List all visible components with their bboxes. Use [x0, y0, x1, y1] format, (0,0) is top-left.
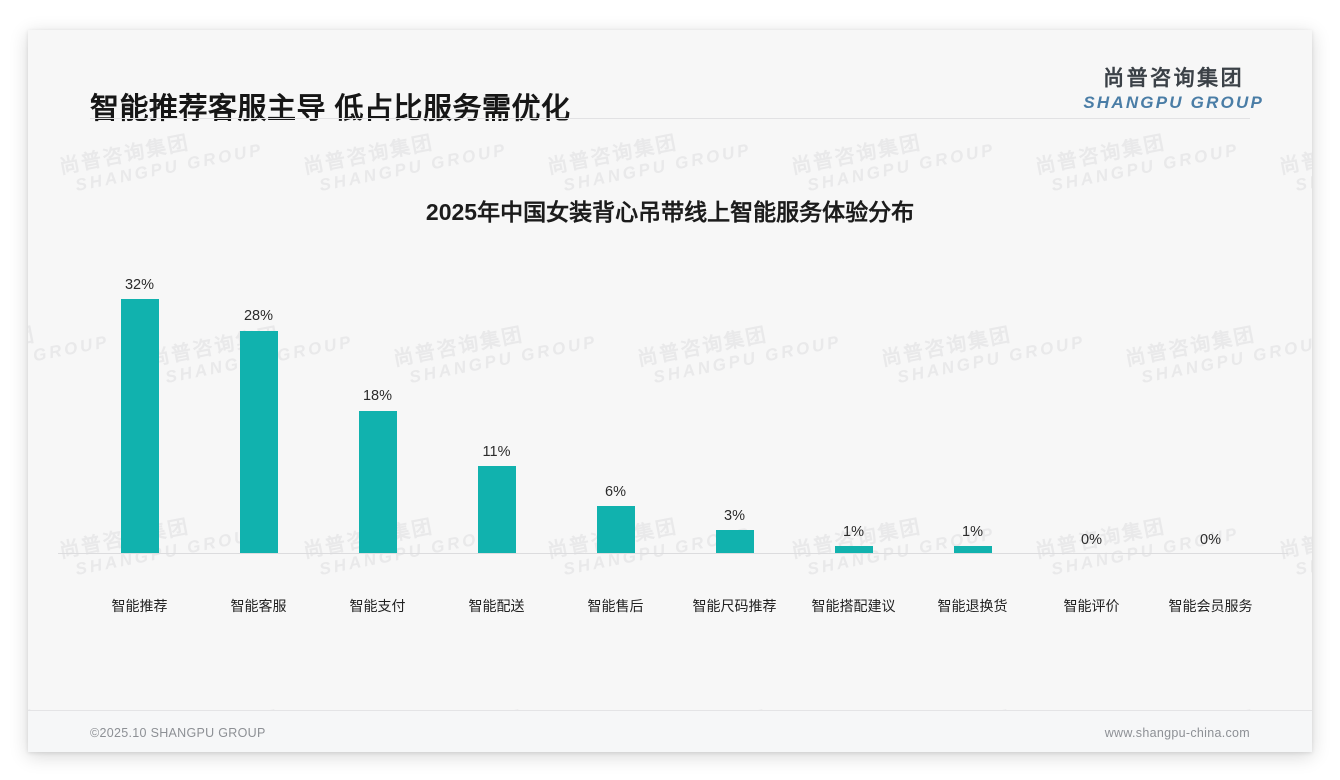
x-axis-label: 智能尺码推荐	[692, 598, 777, 614]
bar[interactable]	[596, 506, 635, 554]
watermark-chinese-text: 尚普咨询集团	[1033, 131, 1168, 179]
bar[interactable]	[715, 530, 754, 554]
watermark-chinese-text: 尚普咨询集团	[301, 131, 436, 179]
bar-group[interactable]: 6%	[556, 262, 675, 554]
watermark-chinese-text: 尚普咨询集团	[1277, 515, 1312, 563]
bar-value-label: 1%	[843, 523, 864, 540]
watermark-english-text: SHANGPU GROUP	[805, 139, 997, 195]
watermark-english-text: SHANGPU GROUP	[1293, 139, 1312, 195]
x-axis-label: 智能退换货	[937, 598, 1008, 614]
chart-title: 2025年中国女装背心吊带线上智能服务体验分布	[425, 199, 915, 225]
bar-group[interactable]: 32%	[80, 262, 199, 554]
watermark-chinese-text: 尚普咨询集团	[57, 131, 192, 179]
bar-group[interactable]: 3%	[675, 262, 794, 554]
bar[interactable]	[477, 466, 516, 554]
page-title: 智能推荐客服主导 低占比服务需优化	[90, 93, 571, 125]
x-axis-labels: 智能推荐 智能客服 智能支付 智能配送 智能售后 智能尺码推荐 智能搭配建议 智能退换货 智能评…	[80, 596, 1270, 616]
company-logo: 尚普咨询集团 SHANGPU GROUP	[1083, 66, 1264, 114]
logo-chinese-text: 尚普咨询集团	[1103, 67, 1245, 90]
bar[interactable]	[953, 546, 992, 554]
bar-group[interactable]: 18%	[318, 262, 437, 554]
watermark-chinese-text: 尚普咨询集团	[789, 131, 924, 179]
bar[interactable]	[120, 299, 159, 554]
x-axis-label: 智能配送	[468, 598, 525, 614]
slide-footer: ©2025.10 SHANGPU GROUP www.shangpu-china…	[28, 711, 1312, 752]
website-url[interactable]: www.shangpu-china.com	[1104, 726, 1250, 740]
x-axis-label: 智能客服	[230, 598, 287, 614]
watermark-english-text: SHANGPU GROUP	[1049, 139, 1241, 195]
watermark-chinese-text: 尚普咨询集团	[1277, 131, 1312, 179]
x-axis-label: 智能售后	[587, 598, 644, 614]
x-axis-label: 智能评价	[1063, 598, 1120, 614]
footer-divider	[28, 710, 1312, 711]
bar-group[interactable]: 11%	[437, 262, 556, 554]
x-axis-line	[58, 553, 1288, 554]
x-axis-label: 智能推荐	[111, 598, 168, 614]
slide-header: 智能推荐客服主导 低占比服务需优化 尚普咨询集团 SHANGPU GROUP	[28, 30, 1312, 125]
bar-value-label: 6%	[605, 483, 626, 500]
bar-group[interactable]: 0%	[1032, 262, 1151, 554]
bar-value-label: 0%	[1081, 531, 1102, 548]
slide: 尚普咨询集团 SHANGPU GROUP 尚普咨询集团 SHANGPU GROUP 尚普…	[28, 30, 1312, 752]
bar-value-label: 0%	[1200, 531, 1221, 548]
copyright-text: ©2025.10 SHANGPU GROUP	[90, 726, 266, 740]
bar-value-label: 28%	[243, 308, 274, 325]
watermark-english-text: SHANGPU GROUP	[561, 139, 753, 195]
bar-series: 32% 28% 18% 11% 6% 3% 1% 1% 0% 0%	[80, 262, 1270, 554]
x-axis-label: 智能支付	[349, 598, 406, 614]
x-axis-label: 智能会员服务	[1168, 598, 1253, 614]
bar[interactable]	[239, 330, 278, 554]
watermark-english-text: SHANGPU GROUP	[73, 139, 265, 195]
header-divider	[90, 118, 1250, 119]
bar-value-label: 32%	[124, 276, 155, 293]
x-axis-label: 智能搭配建议	[811, 598, 896, 614]
bar[interactable]	[358, 410, 397, 554]
chart-plot-area: 32% 28% 18% 11% 6% 3% 1% 1% 0% 0%	[80, 262, 1270, 554]
bar-group[interactable]: 28%	[199, 262, 318, 554]
watermark-english-text: SHANGPU GROUP	[317, 139, 509, 195]
bar-group[interactable]: 1%	[794, 262, 913, 554]
bar-value-label: 11%	[482, 443, 511, 460]
watermark-english-text: SHANGPU GROUP	[1293, 523, 1312, 579]
logo-english-text: SHANGPU GROUP	[1083, 93, 1264, 113]
bar-value-label: 3%	[724, 507, 745, 524]
bar[interactable]	[834, 546, 873, 554]
bar-value-label: 18%	[362, 388, 393, 405]
watermark-chinese-text: 尚普咨询集团	[545, 131, 680, 179]
bar-group[interactable]: 1%	[913, 262, 1032, 554]
bar-value-label: 1%	[962, 523, 983, 540]
bar-group[interactable]: 0%	[1151, 262, 1270, 554]
